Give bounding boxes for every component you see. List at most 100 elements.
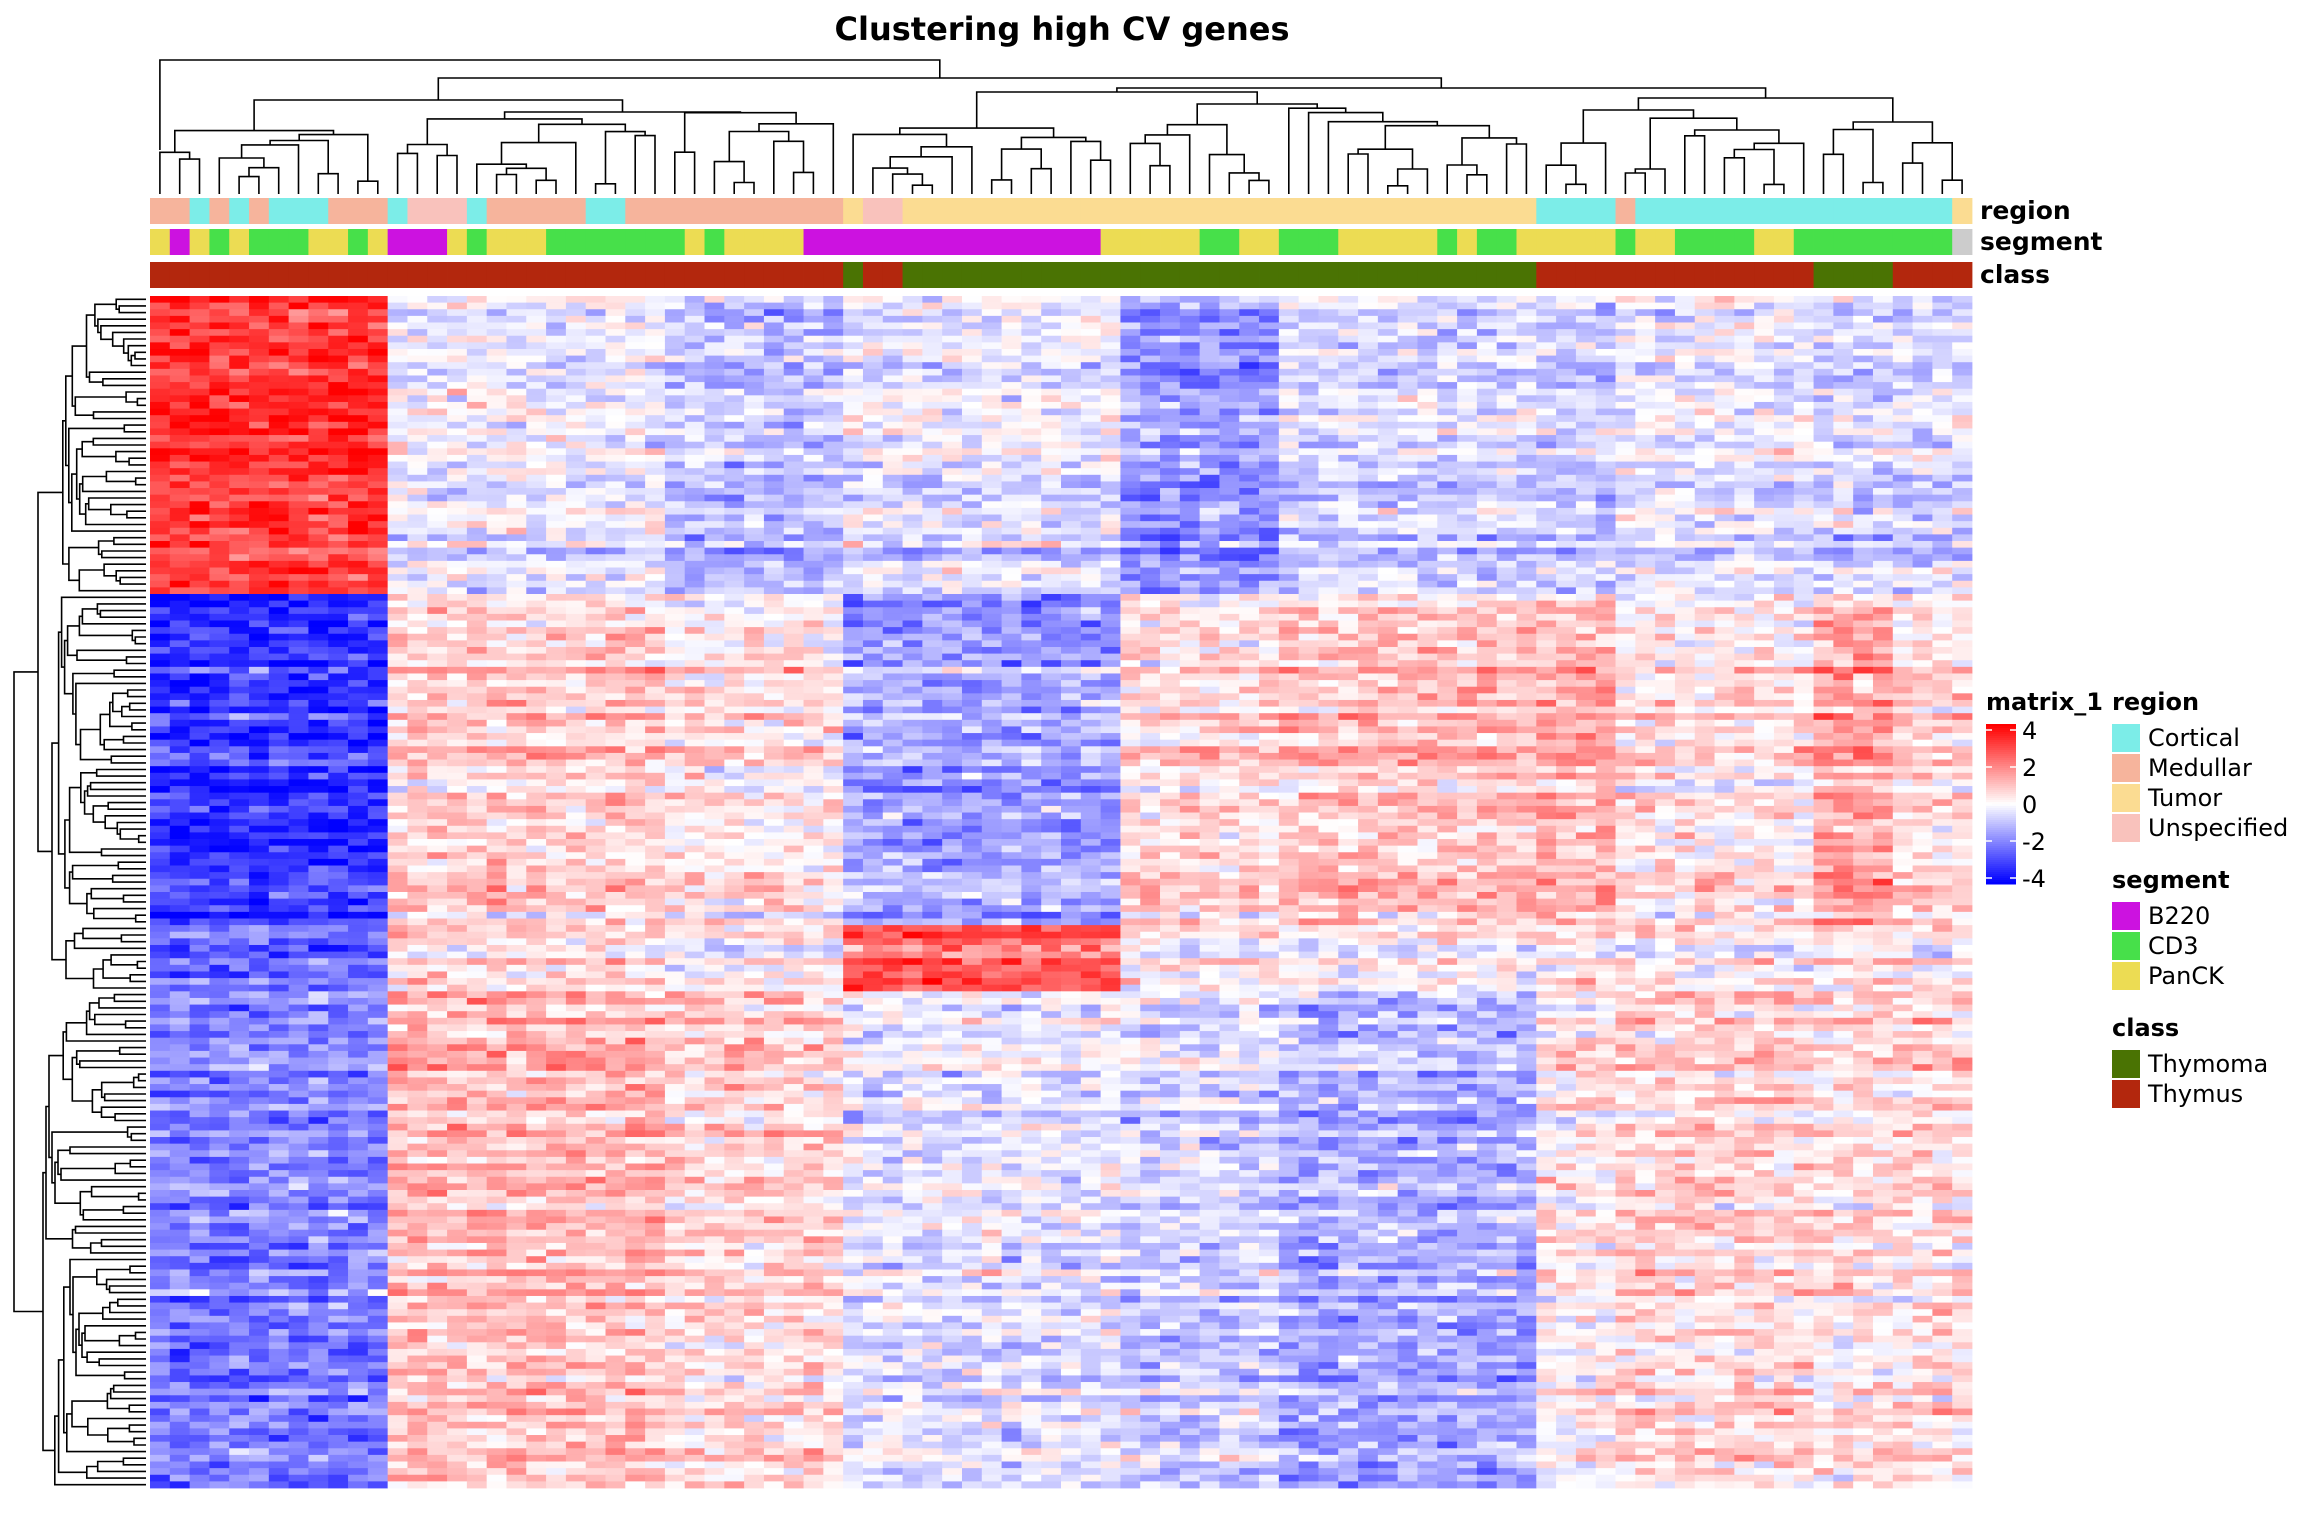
heatmap-cell: [1675, 382, 1695, 389]
region-annotation-cell: [1952, 198, 1972, 224]
class-annotation-cell: [665, 262, 685, 288]
heatmap-cell: [467, 607, 487, 614]
heatmap-cell: [209, 428, 229, 435]
heatmap-cell: [1635, 462, 1655, 469]
dendrogram-branch: [129, 1405, 146, 1412]
heatmap-cell: [1853, 296, 1873, 303]
heatmap-cell: [190, 349, 210, 356]
heatmap-cell: [328, 362, 348, 369]
segment-annotation-cell: [685, 229, 705, 255]
heatmap-cell: [348, 382, 368, 389]
heatmap-cell: [526, 568, 546, 575]
heatmap-cell: [229, 501, 249, 508]
heatmap-cell: [724, 521, 744, 528]
heatmap-cell: [289, 296, 309, 303]
heatmap-cell: [1061, 488, 1081, 495]
heatmap-cell: [784, 468, 804, 475]
heatmap-cell: [1675, 329, 1695, 336]
heatmap-cell: [368, 336, 388, 343]
heatmap-cell: [308, 468, 328, 475]
heatmap-cell: [308, 534, 328, 541]
dendrogram-branch: [122, 707, 146, 717]
heatmap-cell: [368, 342, 388, 349]
heatmap-cell: [1774, 475, 1794, 482]
heatmap-cell: [229, 435, 249, 442]
heatmap-cell: [843, 495, 863, 502]
heatmap-cell: [407, 409, 427, 416]
heatmap-cell: [625, 541, 645, 548]
heatmap-cell: [229, 329, 249, 336]
heatmap-cell: [1200, 488, 1220, 495]
heatmap-cell: [883, 462, 903, 469]
heatmap-cell: [1061, 296, 1081, 303]
dendrogram-branch: [873, 168, 908, 194]
heatmap-cell: [1140, 303, 1160, 310]
segment-annotation-cell: [229, 229, 249, 255]
heatmap-cell: [566, 614, 586, 621]
heatmap-cell: [1239, 561, 1259, 568]
heatmap-cell: [209, 581, 229, 588]
heatmap-cell: [447, 515, 467, 522]
heatmap-cell: [1101, 329, 1121, 336]
heatmap-cell: [1616, 329, 1636, 336]
heatmap-cell: [724, 409, 744, 416]
heatmap-cell: [863, 362, 883, 369]
heatmap-cell: [1299, 428, 1319, 435]
heatmap-cell: [804, 534, 824, 541]
class-annotation-cell: [1833, 262, 1853, 288]
heatmap-cell: [368, 594, 388, 601]
segment-annotation-cell: [506, 229, 526, 255]
heatmap-cell: [1378, 422, 1398, 429]
heatmap-cell: [843, 296, 863, 303]
heatmap-cell: [150, 594, 170, 601]
heatmap-cell: [1160, 515, 1180, 522]
heatmap-cell: [170, 402, 190, 409]
heatmap-cell: [1457, 375, 1477, 382]
heatmap-cell: [170, 587, 190, 594]
heatmap-cell: [1794, 316, 1814, 323]
heatmap-cell: [1932, 395, 1952, 402]
heatmap-cell: [1299, 528, 1319, 535]
heatmap-cell: [289, 594, 309, 601]
heatmap-cell: [1002, 395, 1022, 402]
heatmap-cell: [1913, 568, 1933, 575]
heatmap-cell: [1932, 362, 1952, 369]
segment-annotation-cell: [823, 229, 843, 255]
heatmap-cell: [566, 587, 586, 594]
heatmap-cell: [209, 389, 229, 396]
heatmap-cell: [1417, 369, 1437, 376]
heatmap-cell: [1140, 488, 1160, 495]
heatmap-cell: [1517, 521, 1537, 528]
region-annotation-cell: [1041, 198, 1061, 224]
heatmap-cell: [784, 521, 804, 528]
heatmap-cell: [1536, 349, 1556, 356]
heatmap-cell: [1239, 329, 1259, 336]
heatmap-cell: [724, 428, 744, 435]
heatmap-cell: [150, 554, 170, 561]
heatmap-cell: [982, 356, 1002, 363]
heatmap-cell: [1754, 329, 1774, 336]
heatmap-cell: [625, 342, 645, 349]
heatmap-cell: [1952, 462, 1972, 469]
heatmap-cell: [883, 402, 903, 409]
dendrogram-branch: [130, 1266, 146, 1273]
heatmap-cell: [1814, 528, 1834, 535]
heatmap-cell: [883, 442, 903, 449]
heatmap-cell: [150, 508, 170, 515]
heatmap-cell: [170, 515, 190, 522]
heatmap-cell: [289, 442, 309, 449]
heatmap-cell: [1160, 594, 1180, 601]
heatmap-cell: [1754, 428, 1774, 435]
heatmap-cell: [487, 574, 507, 581]
heatmap-cell: [1021, 422, 1041, 429]
heatmap-cell: [784, 488, 804, 495]
heatmap-cell: [685, 581, 705, 588]
heatmap-cell: [1616, 488, 1636, 495]
heatmap-cell: [1457, 428, 1477, 435]
heatmap-cell: [348, 574, 368, 581]
heatmap-cell: [447, 534, 467, 541]
heatmap-cell: [289, 561, 309, 568]
heatmap-cell: [685, 342, 705, 349]
heatmap-cell: [1437, 495, 1457, 502]
heatmap-cell: [1081, 296, 1101, 303]
